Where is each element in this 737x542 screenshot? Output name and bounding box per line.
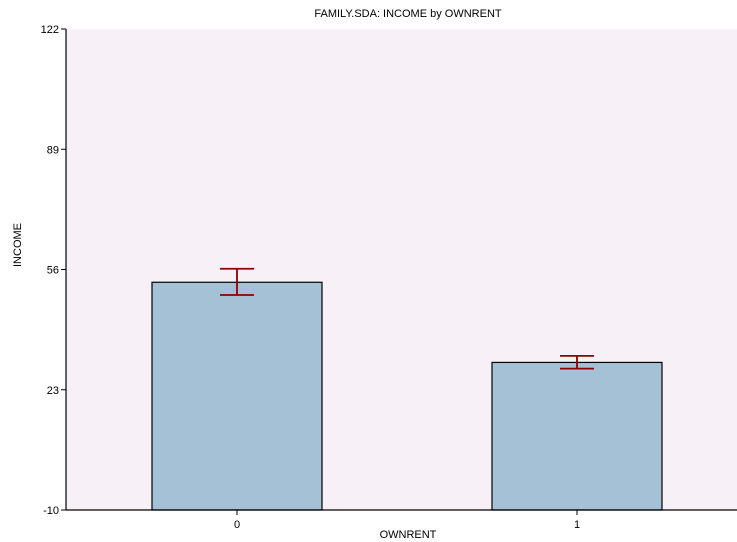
chart-title: FAMILY.SDA: INCOME by OWNRENT [314,8,502,20]
x-tick-label: 0 [234,519,240,531]
error-bars-layer [220,267,594,370]
x-axis-label: OWNRENT [380,529,437,541]
y-axis-label: INCOME [12,223,24,267]
bar-0 [151,281,323,511]
error-bar-1 [560,354,594,370]
y-tick-label: 56 [47,265,59,277]
y-tick-label: 122 [41,24,59,36]
y-tick-label: 23 [47,385,59,397]
y-tick-label: -10 [43,505,59,517]
error-bar-0 [220,267,254,296]
y-tick-label: 89 [47,144,59,156]
x-tick-label: 1 [574,519,580,531]
bar-1 [491,361,663,511]
y-axis-ticks: -10 23 56 89 122 [41,24,66,517]
